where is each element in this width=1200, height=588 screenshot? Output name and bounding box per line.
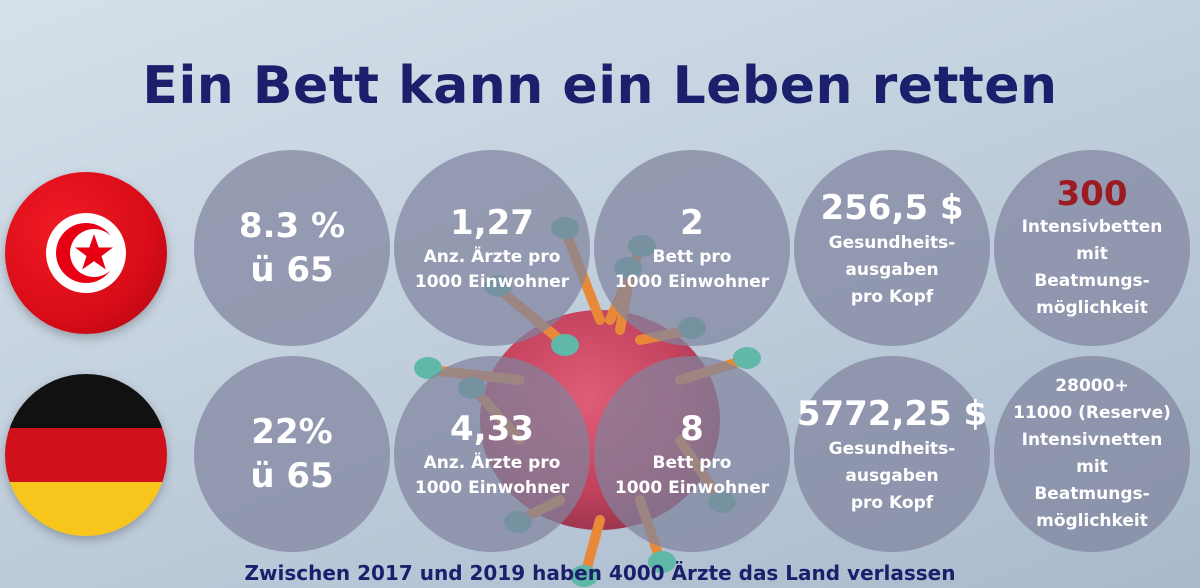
stat-value-highlight: 300	[1056, 174, 1128, 214]
stat-label: pro Kopf	[850, 492, 934, 513]
stat-circle-de-doctors: 4,33 Anz. Ärzte pro 1000 Einwohner	[394, 356, 590, 552]
stat-label: Beatmungs-	[1034, 271, 1150, 291]
stat-circle-tn-beds: 2 Bett pro 1000 Einwohner	[594, 150, 790, 346]
stat-value: 1,27	[450, 203, 534, 243]
stat-label: Gesundheits-	[828, 438, 956, 459]
stat-label: mit	[1076, 457, 1108, 477]
stat-label: mit	[1076, 244, 1108, 264]
stat-value: 2	[680, 203, 704, 243]
stat-value: 256,5 $	[820, 187, 964, 228]
stat-value: 22%	[251, 412, 333, 452]
footer-note: Zwischen 2017 und 2019 haben 4000 Ärzte …	[244, 561, 956, 585]
page-title: Ein Bett kann ein Leben retten	[142, 56, 1058, 116]
stat-circle-de-age: 22% ü 65	[194, 356, 390, 552]
stat-circle-tn-spending: 256,5 $ Gesundheits- ausgaben pro Kopf	[794, 150, 990, 346]
stat-label: 1000 Einwohner	[414, 478, 570, 498]
tunisia-flag-icon	[5, 172, 167, 334]
stat-label: ü 65	[250, 250, 334, 290]
stat-label: ausgaben	[845, 259, 939, 280]
stat-label: pro Kopf	[850, 286, 934, 307]
stat-label: möglichkeit	[1036, 298, 1148, 318]
stat-label: Intensivbetten	[1021, 217, 1163, 237]
stat-circle-de-beds: 8 Bett pro 1000 Einwohner	[594, 356, 790, 552]
stat-label: Bett pro	[652, 453, 732, 473]
stat-label: ausgaben	[845, 465, 939, 486]
stat-value: 5772,25 $	[796, 393, 988, 434]
stat-label: Beatmungs-	[1034, 484, 1150, 504]
stat-value: 8.3 %	[238, 206, 346, 246]
stat-value: 4,33	[450, 409, 534, 449]
stat-label: 28000+	[1055, 376, 1129, 396]
stat-label: ü 65	[250, 456, 334, 496]
stat-label: Intensivnetten	[1021, 430, 1163, 450]
stat-label: Bett pro	[652, 247, 732, 267]
stat-label: möglichkeit	[1036, 511, 1148, 531]
stat-circle-tn-icu: 300 Intensivbetten mit Beatmungs- möglic…	[994, 150, 1190, 346]
stat-value: 8	[680, 409, 704, 449]
stat-circle-de-spending: 5772,25 $ Gesundheits- ausgaben pro Kopf	[794, 356, 990, 552]
stat-label: Gesundheits-	[828, 232, 956, 253]
germany-flag-icon	[5, 374, 167, 536]
stat-circle-tn-doctors: 1,27 Anz. Ärzte pro 1000 Einwohner	[394, 150, 590, 346]
stat-circle-tn-age: 8.3 % ü 65	[194, 150, 390, 346]
stat-label: 1000 Einwohner	[614, 478, 770, 498]
stat-label: 1000 Einwohner	[414, 272, 570, 292]
stat-label: Anz. Ärzte pro	[423, 453, 561, 473]
stat-label: Anz. Ärzte pro	[423, 247, 561, 267]
stat-circle-de-icu: 28000+ 11000 (Reserve) Intensivnetten mi…	[994, 356, 1190, 552]
stat-label: 11000 (Reserve)	[1013, 403, 1171, 423]
stat-label: 1000 Einwohner	[614, 272, 770, 292]
